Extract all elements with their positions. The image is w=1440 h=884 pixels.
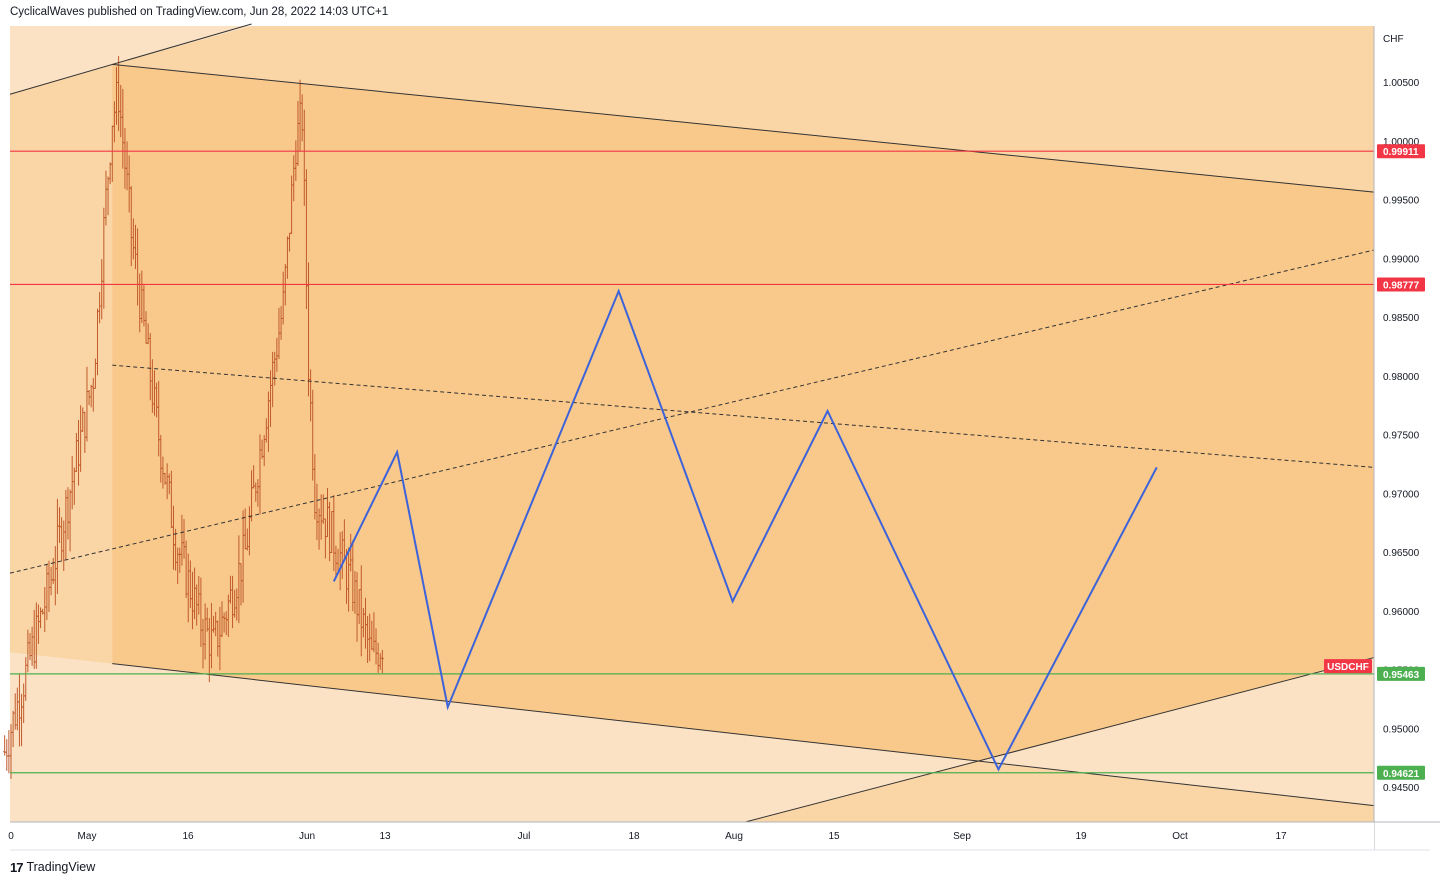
y-tick-label: 0.97500	[1383, 431, 1420, 442]
y-tick-label: 0.98000	[1383, 372, 1420, 383]
level-badge	[1377, 765, 1425, 780]
y-tick-label: 0.98500	[1383, 313, 1420, 324]
time-axis-bg	[10, 822, 1374, 850]
symbol-badge-text: USDCHF	[1327, 662, 1369, 673]
price-axis-bg	[1374, 26, 1440, 850]
channel-lower-line	[112, 663, 1375, 807]
x-tick-label: 13	[379, 831, 391, 842]
currency-label: CHF	[1383, 34, 1404, 45]
y-tick-label: 0.99500	[1383, 196, 1420, 207]
level-badge	[1377, 144, 1425, 159]
time-axis: 0 May 16 Jun 13 Jul 18 Aug 15 Sep 19 Oct 17	[8, 821, 1440, 851]
chart-zones	[10, 26, 1374, 822]
tradingview-logo[interactable]: 17 TradingView	[10, 859, 95, 875]
y-tick-label: 0.96000	[1383, 607, 1420, 618]
projection-zigzag	[332, 288, 1158, 772]
x-tick-label: Jun	[299, 831, 315, 842]
y-tick-label: 1.00000	[1383, 137, 1420, 148]
publisher-caption: CyclicalWaves published on TradingView.c…	[10, 6, 389, 18]
zone-lower-light	[10, 652, 1374, 822]
x-tick-label: 19	[1075, 831, 1087, 842]
x-tick-label: 0	[8, 831, 14, 842]
axis-badges: 0.99911 0.98777 0.95463 0.94621 USDCHF	[1324, 144, 1425, 780]
trend-lines	[9, 23, 1375, 823]
horizontal-levels	[10, 150, 1374, 774]
x-tick-label: 18	[628, 831, 640, 842]
price-axis: CHF0.945000.950000.955000.960000.965000.…	[1373, 26, 1440, 850]
level-badge	[1377, 277, 1425, 292]
x-tick-label: Oct	[1172, 831, 1188, 842]
x-tick-label: 17	[1275, 831, 1287, 842]
candlestick-series	[3, 56, 384, 779]
rising-support-line	[745, 657, 1375, 823]
projection-path	[332, 288, 1158, 772]
dashed-falling-median	[112, 364, 1375, 468]
level-badge	[1377, 666, 1425, 681]
x-tick-label: 16	[182, 831, 194, 842]
zone-upper-light	[10, 26, 252, 95]
x-tick-label: Aug	[725, 831, 743, 842]
x-tick-label: 15	[828, 831, 840, 842]
y-tick-label: 0.94500	[1383, 783, 1420, 794]
logo-text: TradingView	[26, 860, 96, 874]
y-tick-label: 0.97000	[1383, 489, 1420, 500]
x-tick-label: Jul	[518, 831, 531, 842]
level-badge-text: 0.98777	[1383, 280, 1420, 291]
y-tick-label: 0.95000	[1383, 724, 1420, 735]
x-tick-label: May	[78, 831, 97, 842]
level-badge-text: 0.94621	[1383, 769, 1420, 780]
logo-mark: 17	[10, 859, 24, 875]
x-tick-label: Sep	[953, 831, 971, 842]
level-badge-text: 0.99911	[1383, 147, 1419, 158]
y-tick-label: 0.99000	[1383, 254, 1420, 265]
symbol-badge	[1324, 659, 1372, 674]
zone-channel	[112, 64, 1374, 806]
dashed-rising-median	[9, 249, 1375, 574]
y-tick-label: 0.96500	[1383, 548, 1420, 559]
y-tick-label: 1.00500	[1383, 78, 1420, 89]
level-badge-text: 0.95463	[1383, 670, 1420, 681]
channel-upper-line	[112, 63, 1375, 193]
outer-upper-line	[9, 23, 252, 95]
